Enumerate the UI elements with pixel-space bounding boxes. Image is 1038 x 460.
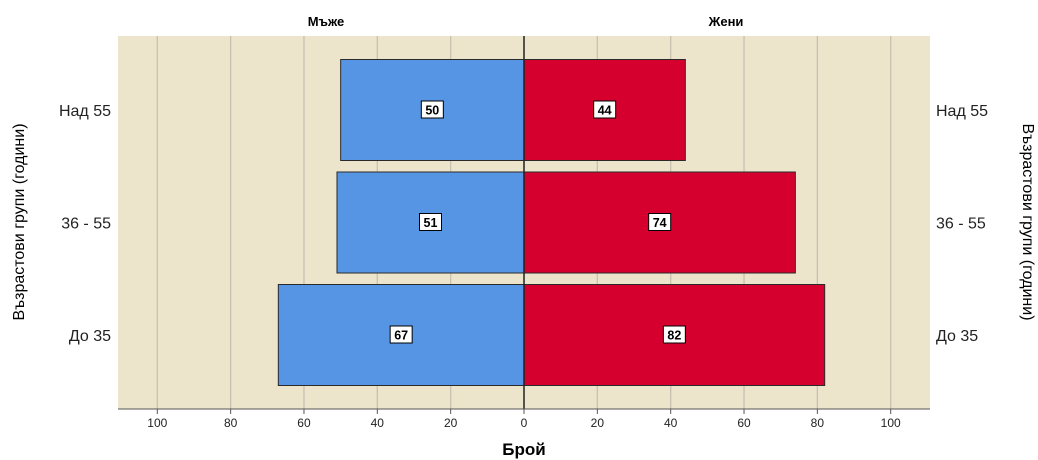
data-label-box-men-0: [420, 100, 444, 119]
category-label-left-2: До 35: [69, 328, 111, 345]
x-tick-label-2: 60: [297, 416, 311, 430]
panel-title-men: Мъже: [307, 14, 345, 29]
data-label-box-men-1: [418, 213, 442, 231]
category-label-left-0: Над 55: [59, 103, 111, 120]
data-label-men-0: 50: [425, 104, 439, 118]
data-label-box-men-2: [389, 325, 413, 344]
data-label-box-women-0: [593, 100, 617, 119]
x-axis-title: Брой: [502, 440, 546, 459]
y-axis-title-left: Възрастови групи (години): [11, 123, 28, 321]
data-label-women-2: 82: [667, 329, 681, 343]
category-label-left-1: 36 - 55: [61, 216, 111, 233]
data-label-women-0: 44: [598, 104, 612, 118]
x-tick-label-9: 80: [811, 416, 825, 430]
data-label-women-1: 74: [653, 216, 667, 230]
x-tick-label-3: 40: [371, 416, 385, 430]
data-label-box-women-2: [662, 325, 686, 344]
x-tick-label-5: 0: [521, 416, 528, 430]
x-tick-label-4: 20: [444, 416, 458, 430]
x-tick-label-6: 20: [591, 416, 605, 430]
data-label-men-1: 51: [424, 216, 438, 230]
category-label-right-2: До 35: [936, 328, 978, 345]
x-tick-label-1: 80: [224, 416, 238, 430]
x-tick-label-8: 60: [737, 416, 751, 430]
x-tick-label-7: 40: [664, 416, 678, 430]
data-label-box-women-1: [648, 213, 672, 231]
x-tick-label-10: 100: [881, 416, 901, 430]
x-tick-label-0: 100: [147, 416, 167, 430]
category-label-right-0: Над 55: [936, 103, 988, 120]
category-label-right-1: 36 - 55: [936, 216, 986, 233]
y-axis-title-right: Възрастови групи (години): [1019, 123, 1036, 321]
data-label-men-2: 67: [394, 329, 408, 343]
panel-title-women: Жени: [708, 14, 744, 29]
